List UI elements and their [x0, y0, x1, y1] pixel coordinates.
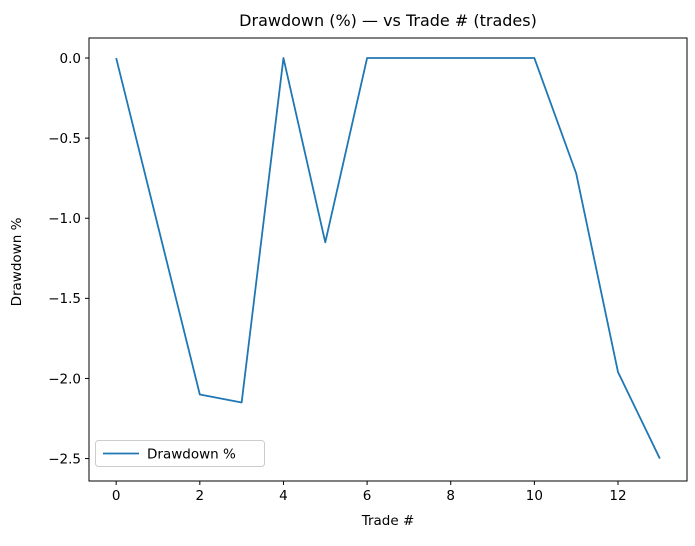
plot-frame	[88, 37, 688, 482]
x-tick-label: 8	[446, 488, 455, 504]
y-tick-label: −1.5	[48, 291, 81, 307]
legend-label: Drawdown %	[147, 447, 236, 463]
drawdown-series-line	[115, 57, 661, 459]
x-tick-label: 12	[609, 488, 626, 504]
x-axis-label: Trade #	[361, 513, 415, 529]
legend: Drawdown %	[95, 440, 265, 467]
y-axis-ticks: 0.0 −0.5 −1.0 −1.5 −2.0 −2.5	[48, 51, 89, 467]
data-series	[115, 57, 661, 459]
y-axis-label: Drawdown %	[9, 217, 25, 306]
legend-box	[95, 440, 265, 467]
x-tick-label: 2	[196, 488, 205, 504]
x-axis-ticks: 0 2 4 6 8 10 12	[112, 481, 627, 504]
y-tick-label: 0.0	[60, 51, 81, 67]
x-tick-label: 10	[526, 488, 543, 504]
y-tick-label: −1.0	[48, 211, 81, 227]
chart-title: Drawdown (%) — vs Trade # (trades)	[239, 11, 537, 30]
y-tick-label: −2.5	[48, 451, 81, 467]
x-tick-label: 6	[363, 488, 372, 504]
y-tick-label: −0.5	[48, 131, 81, 147]
x-tick-label: 4	[279, 488, 288, 504]
x-tick-label: 0	[112, 488, 121, 504]
y-tick-label: −2.0	[48, 371, 81, 387]
